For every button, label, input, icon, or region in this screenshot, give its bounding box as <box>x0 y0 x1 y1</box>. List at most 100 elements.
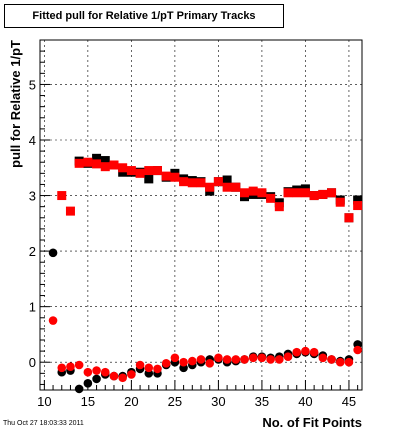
x-tick-label: 45 <box>342 394 356 409</box>
data-point-square <box>240 188 250 198</box>
y-tick-label: 2 <box>29 244 36 259</box>
data-marks <box>48 153 363 394</box>
data-point-square <box>152 166 162 176</box>
x-tick-label: 35 <box>255 394 269 409</box>
data-point-circle <box>57 363 67 373</box>
data-point-square <box>135 168 145 178</box>
data-point-square <box>344 213 354 223</box>
data-point-square <box>205 182 215 192</box>
data-point-square <box>353 195 363 205</box>
data-point-square <box>248 186 258 196</box>
data-point-circle <box>100 367 110 377</box>
data-point-square <box>327 188 337 198</box>
data-point-circle <box>318 353 328 363</box>
data-point-circle <box>74 384 84 394</box>
data-point-circle <box>231 355 241 364</box>
data-point-square <box>126 166 136 176</box>
data-point-circle <box>92 374 101 384</box>
data-point-circle <box>92 366 101 375</box>
data-point-circle <box>48 316 58 325</box>
y-axis-label: pull for Relative 1/pT <box>8 40 23 168</box>
data-point-square <box>118 163 128 173</box>
x-tick-label: 20 <box>124 394 138 409</box>
data-point-square <box>179 177 189 187</box>
data-point-square <box>144 166 154 176</box>
data-point-square <box>144 174 154 184</box>
y-tick-label: 0 <box>29 355 36 370</box>
data-point-circle <box>109 371 119 381</box>
data-point-square <box>335 197 345 207</box>
data-point-square <box>309 191 319 201</box>
data-point-circle <box>222 355 232 364</box>
data-point-square <box>57 191 67 201</box>
data-point-circle <box>344 357 354 367</box>
data-point-square <box>161 171 171 181</box>
data-point-circle <box>283 352 293 361</box>
data-point-circle <box>266 355 275 364</box>
data-point-square <box>274 202 284 212</box>
data-point-square <box>109 160 119 170</box>
data-point-circle <box>335 357 345 367</box>
data-point-circle <box>353 345 362 355</box>
data-point-circle <box>170 353 180 363</box>
data-point-circle <box>187 356 197 366</box>
data-point-circle <box>83 367 93 377</box>
y-tick-label: 3 <box>29 189 36 204</box>
data-point-square <box>222 182 232 192</box>
data-point-square <box>222 175 232 185</box>
y-tick-label: 5 <box>29 77 36 92</box>
data-point-circle <box>196 355 206 364</box>
data-point-square <box>266 193 276 203</box>
data-point-square <box>353 201 363 211</box>
grid <box>40 40 362 390</box>
data-point-circle <box>74 360 84 370</box>
data-point-circle <box>240 355 249 364</box>
data-point-circle <box>153 364 162 374</box>
data-point-circle <box>118 373 127 383</box>
x-tick-label: 30 <box>211 394 225 409</box>
plot-frame <box>39 39 363 391</box>
data-point-square <box>92 153 102 163</box>
data-point-circle <box>275 355 284 364</box>
data-point-circle <box>205 359 215 368</box>
data-point-circle <box>301 346 310 356</box>
data-point-square <box>100 162 110 172</box>
data-point-square <box>170 172 180 182</box>
data-point-circle <box>161 359 171 368</box>
data-point-square <box>100 156 110 166</box>
data-point-square <box>318 189 328 199</box>
data-point-square <box>283 188 293 198</box>
data-point-circle <box>248 353 258 363</box>
x-tick-label: 25 <box>168 394 182 409</box>
data-point-circle <box>48 248 58 258</box>
x-axis-label: No. of Fit Points <box>262 415 362 430</box>
data-point-square <box>92 159 102 169</box>
timestamp: Thu Oct 27 18:03:33 2011 <box>3 420 84 427</box>
data-point-square <box>74 158 84 168</box>
data-point-circle <box>135 360 145 370</box>
data-point-circle <box>257 353 267 363</box>
data-point-square <box>213 177 223 187</box>
chart-title-box: Fitted pull for Relative 1/pT Primary Tr… <box>4 4 284 28</box>
data-point-circle <box>214 353 223 363</box>
data-point-square <box>187 178 197 188</box>
y-tick-label: 1 <box>29 300 36 315</box>
data-point-square <box>231 182 241 192</box>
y-tick-label: 4 <box>29 133 36 148</box>
data-point-square <box>300 188 310 198</box>
data-point-square <box>292 188 302 198</box>
data-point-circle <box>144 363 154 373</box>
data-point-square <box>257 188 267 198</box>
chart-title: Fitted pull for Relative 1/pT Primary Tr… <box>32 10 256 22</box>
data-point-circle <box>179 357 188 367</box>
x-tick-label: 15 <box>81 394 95 409</box>
data-point-square <box>65 206 75 216</box>
data-point-square <box>196 178 206 188</box>
x-tick-label: 40 <box>298 394 312 409</box>
data-point-circle <box>292 347 302 357</box>
data-point-circle <box>127 370 136 379</box>
data-point-circle <box>309 347 319 357</box>
data-point-circle <box>83 379 93 388</box>
